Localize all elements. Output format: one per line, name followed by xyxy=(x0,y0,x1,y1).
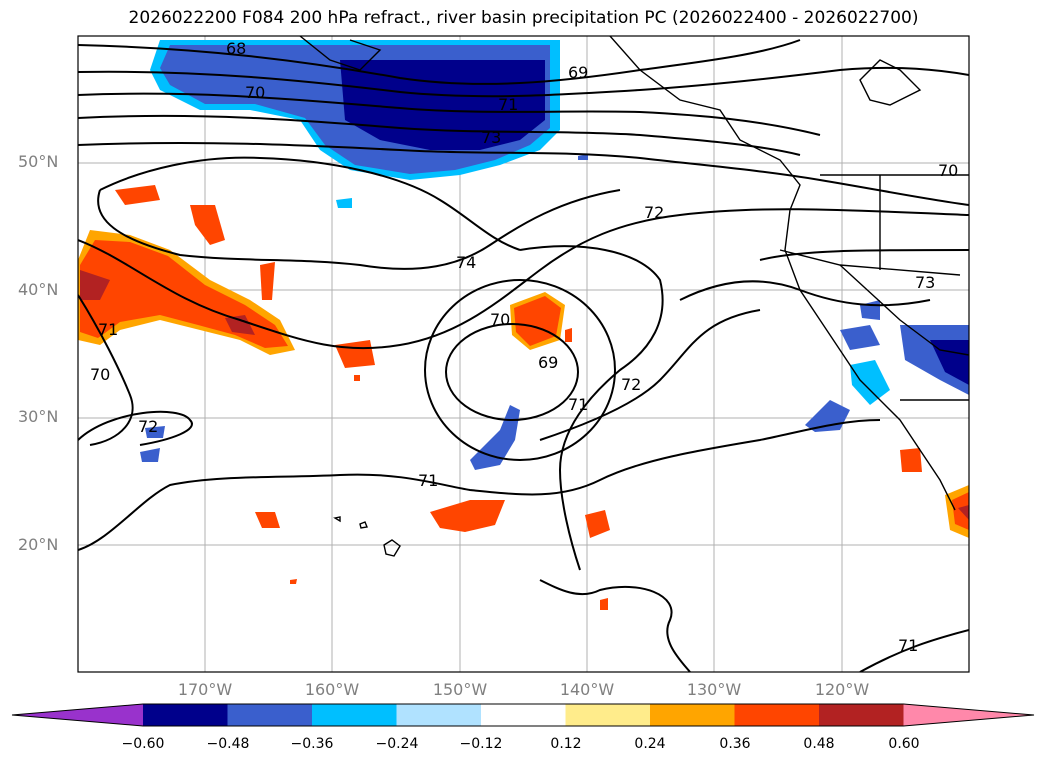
lon-label-130w: 130°W xyxy=(686,680,742,699)
lon-label-170w: 170°W xyxy=(177,680,233,699)
colorbar-segment xyxy=(734,704,820,726)
colorbar-tick-label: 0.36 xyxy=(719,736,751,752)
colorbar-tick-label: 0.60 xyxy=(888,736,920,752)
contour-label: 72 xyxy=(138,417,158,436)
map-title: 2026022200 F084 200 hPa refract., river … xyxy=(128,8,919,28)
colorbar-tick-label: 0.12 xyxy=(550,736,582,752)
lon-label-120w: 120°W xyxy=(814,680,870,699)
colorbar-tick-label: 0.48 xyxy=(803,736,835,752)
lat-label-30n: 30°N xyxy=(18,407,59,426)
contour-labels: 68 69 70 71 73 72 74 70 69 71 72 71 70 7… xyxy=(90,39,958,655)
colorbar-segment xyxy=(481,704,566,726)
contour-label: 68 xyxy=(226,39,246,58)
colorbar-segment xyxy=(396,704,482,726)
colorbar-tick-label: −0.60 xyxy=(121,736,165,752)
colorbar-tick-label: −0.24 xyxy=(375,736,419,752)
colorbar-segment xyxy=(650,704,735,726)
lat-label-40n: 40°N xyxy=(18,280,59,299)
lon-label-150w: 150°W xyxy=(432,680,488,699)
contour-label: 73 xyxy=(481,128,501,147)
coastlines xyxy=(299,36,969,557)
lon-label-160w: 160°W xyxy=(304,680,360,699)
contour-label: 73 xyxy=(915,273,935,292)
contour-label: 71 xyxy=(898,636,918,655)
colorbar-tick-label: −0.48 xyxy=(206,736,250,752)
map-border xyxy=(77,35,970,673)
colorbar-segment xyxy=(312,704,397,726)
colorbar-tick-label: 0.24 xyxy=(634,736,666,752)
contour-label: 71 xyxy=(418,471,438,490)
colorbar-segment xyxy=(819,704,904,726)
contour-label: 72 xyxy=(644,203,664,222)
lon-label-140w: 140°W xyxy=(559,680,615,699)
refractivity-contours xyxy=(78,39,969,672)
colorbar-extend-high xyxy=(903,704,1034,726)
contour-label: 72 xyxy=(621,375,641,394)
colorbar-tick-label: −0.12 xyxy=(459,736,503,752)
contour-label: 70 xyxy=(90,365,110,384)
lat-label-20n: 20°N xyxy=(18,535,59,554)
lat-label-50n: 50°N xyxy=(18,152,59,171)
colorbar-extend-low xyxy=(12,704,143,726)
contour-label: 70 xyxy=(245,83,265,102)
contour-label: 71 xyxy=(98,320,118,339)
contour-label: 74 xyxy=(456,253,476,272)
contour-label: 71 xyxy=(568,395,588,414)
contour-label: 69 xyxy=(538,353,558,372)
contour-label: 71 xyxy=(498,95,518,114)
colorbar-segment xyxy=(143,704,228,726)
contour-label: 70 xyxy=(490,310,510,329)
contour-label: 70 xyxy=(938,161,958,180)
colorbar-tick-label: −0.36 xyxy=(290,736,334,752)
colorbar xyxy=(11,703,1035,727)
colorbar-segment xyxy=(565,704,651,726)
colorbar-segment xyxy=(227,704,313,726)
contour-label: 69 xyxy=(568,63,588,82)
colorbar-outline xyxy=(11,703,1035,727)
